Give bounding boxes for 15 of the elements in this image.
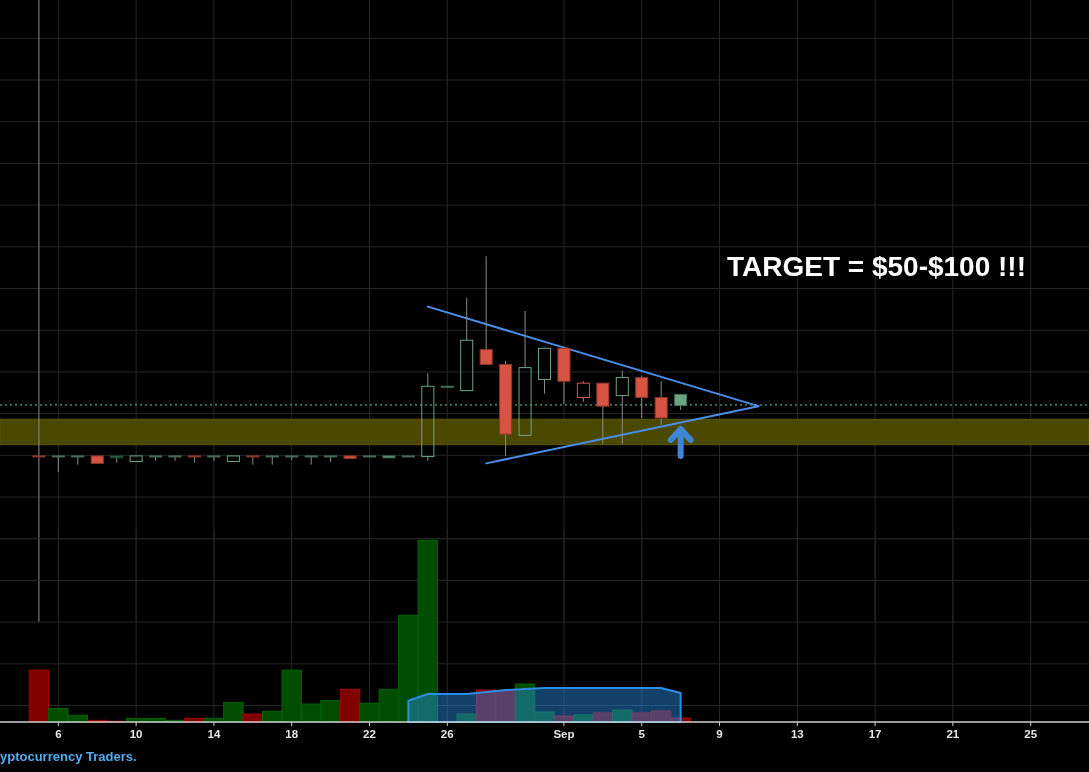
x-tick-label: 6 bbox=[55, 728, 62, 740]
x-tick-label: 13 bbox=[790, 728, 804, 740]
text: yptocurrency Traders. bbox=[0, 749, 137, 764]
x-tick-label: 21 bbox=[946, 728, 960, 740]
annotation: TARGET = $50-$100 !!! bbox=[727, 251, 1027, 282]
x-tick-label: 25 bbox=[1024, 728, 1038, 740]
x-tick-label: Sep bbox=[553, 728, 575, 740]
x-tick-label: 5 bbox=[638, 728, 646, 740]
x-tick-label: 26 bbox=[440, 728, 454, 740]
x-tick-label: 17 bbox=[868, 728, 882, 740]
x-tick-label: 18 bbox=[285, 728, 299, 740]
x-tick-label: 10 bbox=[129, 728, 143, 740]
x-tick-label: 22 bbox=[363, 728, 376, 740]
x-tick-label: 14 bbox=[207, 728, 221, 740]
x-tick-label: 9 bbox=[716, 728, 723, 740]
